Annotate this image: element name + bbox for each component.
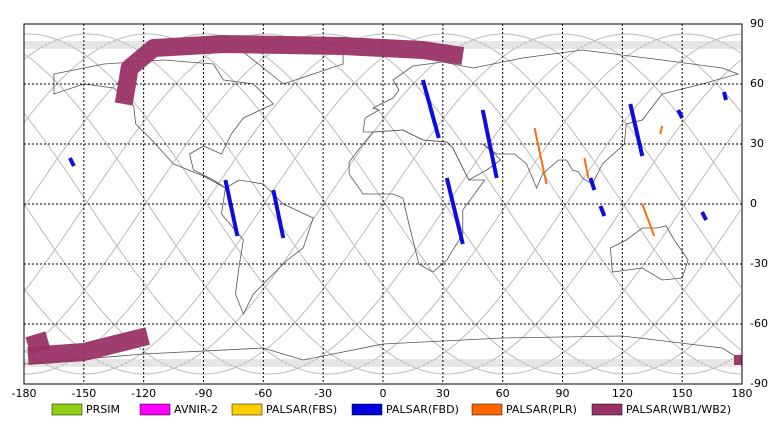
coastline <box>348 129 486 273</box>
swath <box>68 157 76 167</box>
swath <box>598 205 607 217</box>
legend-swatch <box>351 403 383 416</box>
swath <box>722 91 728 101</box>
swath <box>114 35 465 106</box>
legend-label: PRSIM <box>86 403 120 416</box>
legend-swatch <box>139 403 171 416</box>
y-tick-label: 30 <box>750 137 764 150</box>
x-tick-label: 90 <box>556 387 570 400</box>
swath <box>533 127 548 185</box>
y-tick-label: -60 <box>750 317 768 330</box>
coastline <box>221 179 314 315</box>
x-tick-label: 0 <box>380 387 387 400</box>
swath <box>588 177 597 191</box>
x-tick-label: 120 <box>612 387 633 400</box>
x-tick-label: -30 <box>314 387 332 400</box>
swath <box>27 327 150 365</box>
legend-swatch <box>231 403 263 416</box>
x-tick-label: -150 <box>71 387 96 400</box>
swath <box>659 125 664 135</box>
legend-swatch <box>591 403 623 416</box>
x-tick-label: -60 <box>254 387 272 400</box>
legend: PRSIM AVNIR-2 PALSAR(FBS) PALSAR(FBD) PALSAR… <box>51 403 731 416</box>
swath <box>480 109 499 179</box>
swath <box>583 157 590 179</box>
y-tick-label: -90 <box>750 377 768 390</box>
frame <box>23 23 743 385</box>
x-tick-label: -180 <box>12 387 37 400</box>
legend-label: PALSAR(PLR) <box>506 403 577 416</box>
x-tick-label: 60 <box>496 387 510 400</box>
swaths <box>25 35 742 365</box>
y-tick-label: 0 <box>750 197 757 210</box>
x-tick-label: -90 <box>195 387 213 400</box>
legend-label: AVNIR-2 <box>174 403 218 416</box>
x-tick-label: -120 <box>131 387 156 400</box>
swath <box>628 103 645 157</box>
legend-label: PALSAR(FBD) <box>386 403 459 416</box>
swath <box>444 177 465 245</box>
coastline <box>610 225 689 281</box>
x-tick-label: 180 <box>732 387 753 400</box>
swath <box>25 331 51 355</box>
swath <box>420 79 441 139</box>
y-tick-label: 90 <box>750 17 764 30</box>
swath <box>223 179 240 237</box>
legend-label: PALSAR(WB1/WB2) <box>626 403 731 416</box>
orbit-track <box>23 33 742 375</box>
legend-swatch <box>471 403 503 416</box>
orbit-track <box>24 33 742 375</box>
y-tick-label: -30 <box>750 257 768 270</box>
swath <box>271 189 286 239</box>
axis-labels: -180 -150 -120 -90 -60 -30 0 30 60 90 120 150 180 90 6… <box>12 17 768 400</box>
legend-label: PALSAR(FBS) <box>266 403 337 416</box>
swath <box>641 203 656 237</box>
x-tick-label: 30 <box>436 387 450 400</box>
swath <box>700 211 708 221</box>
swath <box>676 109 684 119</box>
x-tick-label: 150 <box>672 387 693 400</box>
y-tick-label: 60 <box>750 77 764 90</box>
legend-swatch <box>51 403 83 416</box>
